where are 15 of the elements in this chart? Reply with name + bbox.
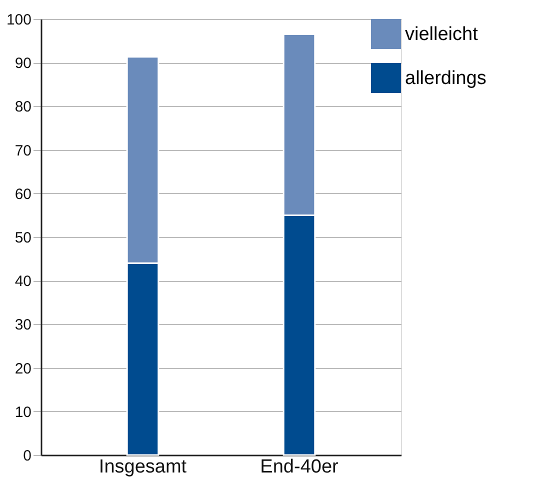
legend-label: allerdings [405,68,486,89]
y-tick-label: 70 [14,142,32,160]
y-tick-label: 0 [23,448,32,464]
y-tick-label: 60 [14,186,32,203]
x-tick-label: Insgesamt [98,456,188,478]
y-tick-label: 40 [14,273,32,290]
y-tick-label: 20 [14,360,32,378]
y-tick-label: 100 [6,12,32,28]
y-tick-label: 50 [14,230,32,246]
y-tick-label: 90 [14,55,32,72]
x-tick-label: End-40er [260,456,340,478]
y-tick-label: 10 [14,404,32,421]
y-tick-label: 80 [14,98,32,116]
legend-label: vielleicht [405,24,479,45]
y-tick-label: 30 [14,316,32,334]
